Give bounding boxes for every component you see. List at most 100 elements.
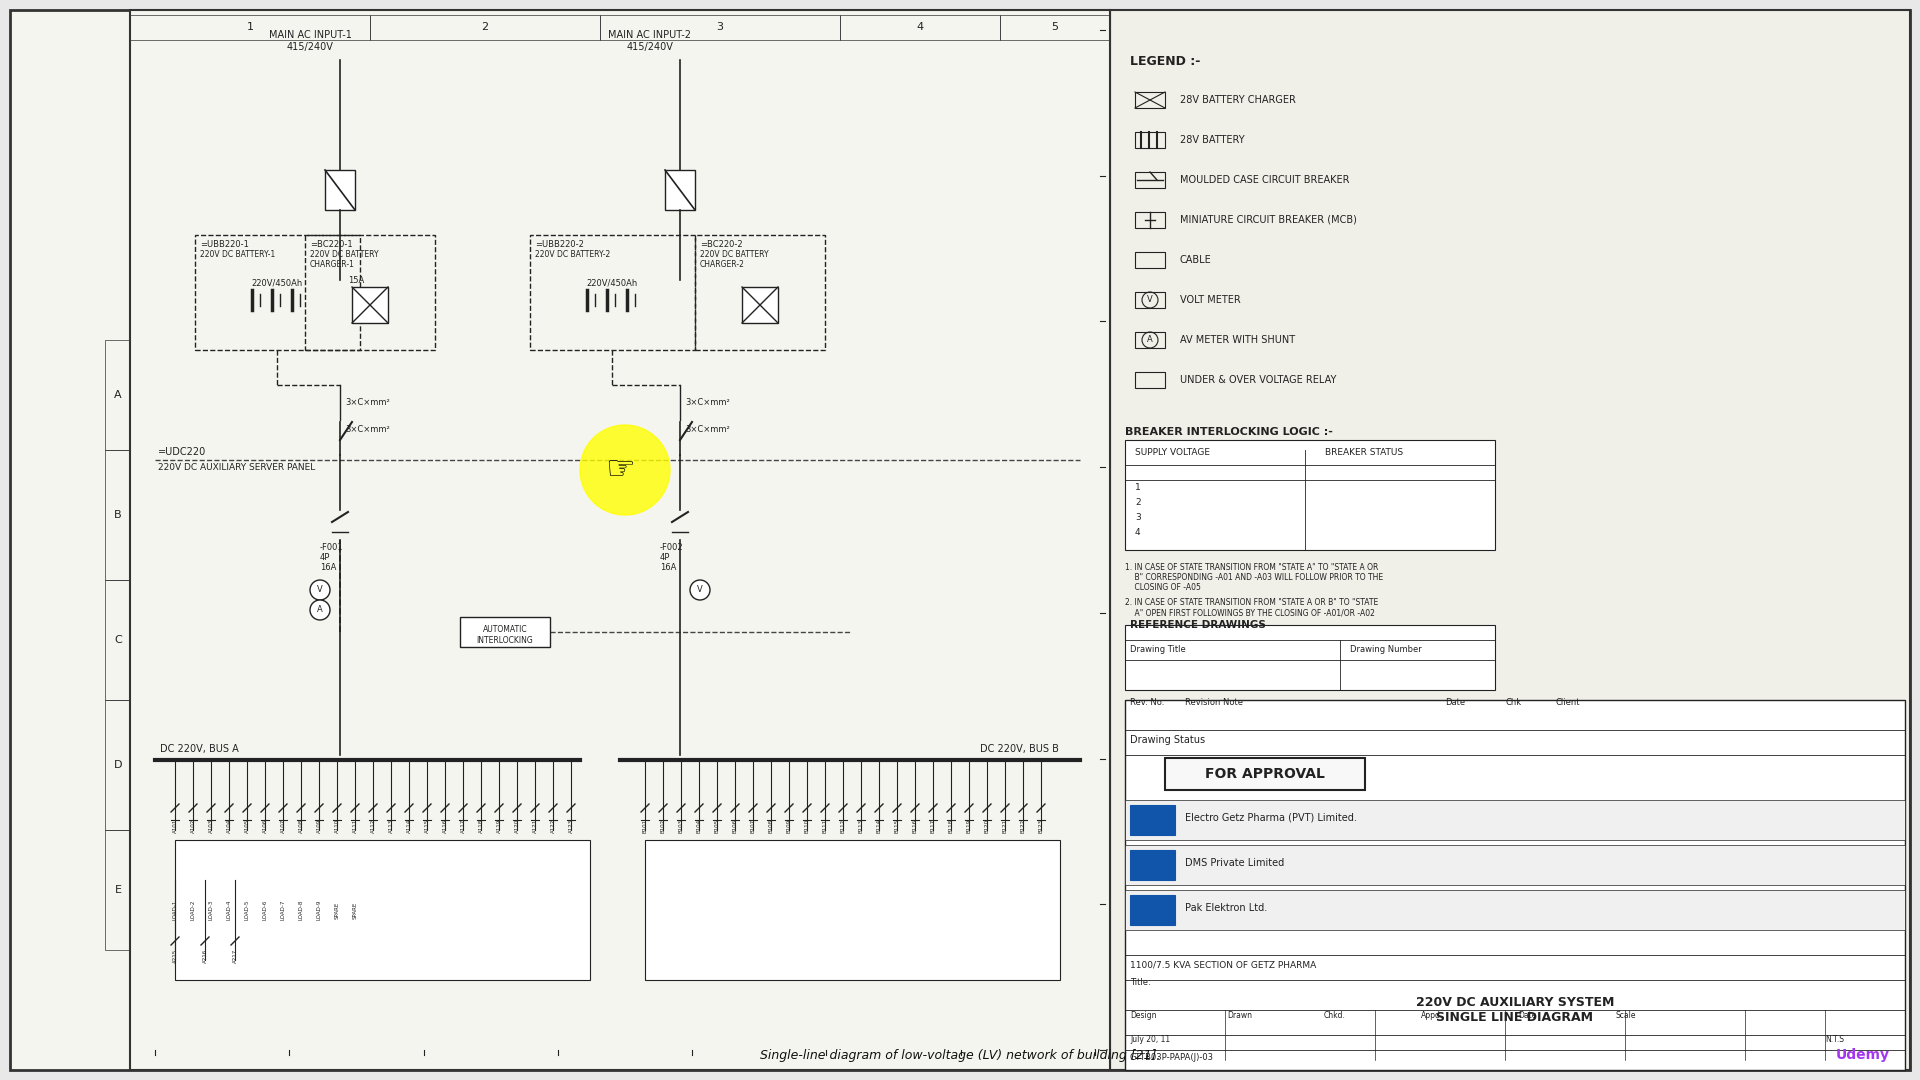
Text: Drawing Number: Drawing Number: [1350, 645, 1421, 654]
Bar: [1125, 800, 1905, 840]
Text: A123: A123: [568, 819, 574, 833]
Text: =UBB220-2: =UBB220-2: [536, 240, 584, 249]
Text: B118: B118: [948, 819, 954, 833]
Text: 28V BATTERY: 28V BATTERY: [1181, 135, 1244, 145]
Bar: [1135, 292, 1165, 308]
Text: Drawn: Drawn: [1227, 1011, 1252, 1020]
Text: B108: B108: [768, 819, 774, 833]
Bar: [106, 580, 131, 700]
Text: A118: A118: [478, 819, 484, 833]
Text: UNDER & OVER VOLTAGE RELAY: UNDER & OVER VOLTAGE RELAY: [1181, 375, 1336, 384]
Text: CLOSING OF -A05: CLOSING OF -A05: [1125, 583, 1200, 592]
Text: SPARE: SPARE: [353, 902, 357, 919]
Text: Client: Client: [1555, 698, 1580, 707]
Text: =UBB220-1: =UBB220-1: [200, 240, 250, 249]
Text: A105: A105: [244, 819, 250, 833]
Text: 1. IN CASE OF STATE TRANSITION FROM "STATE A" TO "STATE A OR: 1. IN CASE OF STATE TRANSITION FROM "STA…: [1125, 563, 1379, 572]
Text: -F002: -F002: [660, 543, 684, 552]
Text: Drawing Status: Drawing Status: [1131, 735, 1206, 745]
Text: 1100/7.5 KVA SECTION OF GETZ PHARMA: 1100/7.5 KVA SECTION OF GETZ PHARMA: [1131, 960, 1317, 969]
Bar: [131, 10, 1110, 1070]
Text: A120: A120: [515, 819, 520, 833]
Text: 3×C×mm²: 3×C×mm²: [346, 426, 390, 434]
Text: 28V BATTERY CHARGER: 28V BATTERY CHARGER: [1181, 95, 1296, 105]
Text: E: E: [115, 885, 121, 895]
Text: 3: 3: [716, 23, 724, 32]
Bar: [1125, 700, 1905, 1070]
Text: A111: A111: [353, 819, 357, 833]
Text: MAIN AC INPUT-2
415/240V: MAIN AC INPUT-2 415/240V: [609, 30, 691, 52]
Text: A110: A110: [334, 819, 340, 833]
Text: 3×C×mm²: 3×C×mm²: [346, 399, 390, 407]
Text: 220V/450Ah: 220V/450Ah: [252, 278, 303, 287]
Bar: [599, 15, 841, 40]
Text: A114: A114: [407, 819, 411, 833]
Bar: [351, 287, 388, 323]
Text: A216: A216: [202, 948, 207, 963]
Bar: [106, 700, 131, 831]
Text: 220V DC BATTERY-2: 220V DC BATTERY-2: [536, 249, 611, 259]
Bar: [461, 617, 549, 647]
Text: A116: A116: [442, 819, 447, 833]
Bar: [1135, 92, 1165, 108]
Bar: [741, 287, 778, 323]
Text: A109: A109: [317, 819, 321, 833]
Bar: [1125, 890, 1905, 930]
Text: Chk: Chk: [1505, 698, 1521, 707]
Text: B106: B106: [733, 819, 737, 833]
Bar: [1135, 132, 1165, 148]
Text: 4: 4: [1135, 528, 1140, 537]
Text: Single-line diagram of low-voltage (LV) network of building [21].: Single-line diagram of low-voltage (LV) …: [760, 1049, 1160, 1062]
Text: MINIATURE CIRCUIT BREAKER (MCB): MINIATURE CIRCUIT BREAKER (MCB): [1181, 215, 1357, 225]
Text: B113: B113: [858, 819, 864, 833]
Text: BREAKER INTERLOCKING LOGIC :-: BREAKER INTERLOCKING LOGIC :-: [1125, 427, 1332, 437]
Bar: [1135, 172, 1165, 188]
Bar: [1131, 850, 1175, 880]
Circle shape: [309, 600, 330, 620]
Bar: [695, 235, 826, 350]
Text: CHARGER-2: CHARGER-2: [701, 260, 745, 269]
Bar: [1125, 625, 1496, 690]
Text: Title:: Title:: [1131, 978, 1150, 987]
Text: DC 220V, BUS A: DC 220V, BUS A: [159, 744, 238, 754]
Text: BREAKER STATUS: BREAKER STATUS: [1325, 448, 1404, 457]
Bar: [1110, 10, 1910, 1070]
Text: B101: B101: [643, 819, 647, 833]
Text: 16A: 16A: [321, 563, 336, 572]
Text: A217: A217: [232, 948, 238, 963]
Bar: [196, 235, 361, 350]
Text: B121: B121: [1002, 819, 1008, 833]
Text: A103: A103: [209, 819, 213, 833]
Text: B103: B103: [678, 819, 684, 833]
Text: A122: A122: [551, 819, 555, 833]
Bar: [324, 170, 355, 210]
Text: Pak Elektron Ltd.: Pak Elektron Ltd.: [1185, 903, 1267, 913]
Text: LOAD-5: LOAD-5: [244, 900, 250, 920]
Bar: [1125, 440, 1496, 550]
Text: REFERENCE DRAWINGS: REFERENCE DRAWINGS: [1131, 620, 1265, 630]
Text: 220V DC AUXILIARY SERVER PANEL: 220V DC AUXILIARY SERVER PANEL: [157, 463, 315, 472]
Text: 16A: 16A: [660, 563, 676, 572]
Text: 2. IN CASE OF STATE TRANSITION FROM "STATE A OR B" TO "STATE: 2. IN CASE OF STATE TRANSITION FROM "STA…: [1125, 598, 1379, 607]
Text: B111: B111: [822, 819, 828, 833]
Text: B" CORRESPONDING -A01 AND -A03 WILL FOLLOW PRIOR TO THE: B" CORRESPONDING -A01 AND -A03 WILL FOLL…: [1125, 573, 1382, 582]
Text: AV METER WITH SHUNT: AV METER WITH SHUNT: [1181, 335, 1296, 345]
Text: A: A: [317, 606, 323, 615]
Text: 5: 5: [1052, 23, 1058, 32]
Text: Design: Design: [1131, 1011, 1156, 1020]
Circle shape: [689, 580, 710, 600]
Text: CABLE: CABLE: [1181, 255, 1212, 265]
Text: B119: B119: [966, 819, 972, 833]
Text: Revision Note: Revision Note: [1185, 698, 1242, 707]
Text: B107: B107: [751, 819, 755, 833]
Text: 1: 1: [1135, 483, 1140, 492]
Text: Scale: Scale: [1615, 1011, 1636, 1020]
Text: Appd.: Appd.: [1421, 1011, 1444, 1020]
Text: A101: A101: [173, 819, 177, 833]
Text: C: C: [113, 635, 121, 645]
Text: -F001: -F001: [321, 543, 344, 552]
Text: CHARGER-1: CHARGER-1: [309, 260, 355, 269]
Text: LOAD-2: LOAD-2: [190, 900, 196, 920]
Text: 4P: 4P: [321, 553, 330, 562]
Text: LOAD-8: LOAD-8: [298, 900, 303, 920]
